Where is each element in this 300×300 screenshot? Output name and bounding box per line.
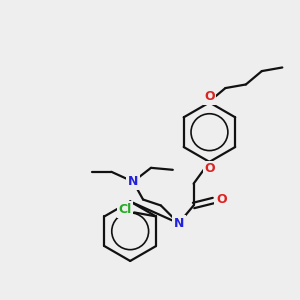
Text: O: O (216, 193, 226, 206)
Text: Cl: Cl (118, 203, 132, 216)
Text: O: O (204, 162, 215, 175)
Text: O: O (204, 90, 215, 103)
Text: N: N (173, 217, 184, 230)
Text: N: N (128, 175, 138, 188)
